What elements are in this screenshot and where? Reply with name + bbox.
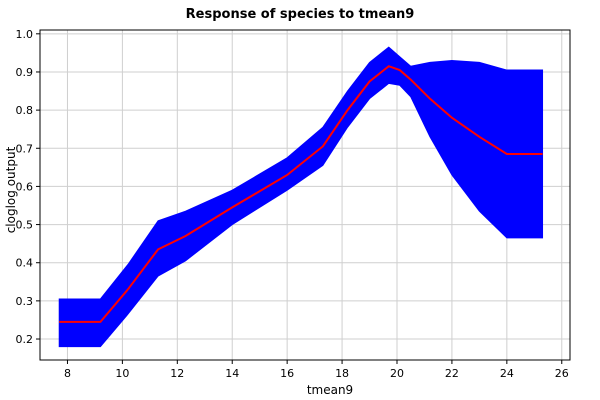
y-tick-label: 0.9 xyxy=(16,66,34,79)
x-tick-label: 26 xyxy=(555,367,569,380)
y-tick-label: 0.4 xyxy=(16,257,34,270)
x-tick-label: 14 xyxy=(225,367,239,380)
x-tick-label: 22 xyxy=(445,367,459,380)
y-tick-label: 0.6 xyxy=(16,180,34,193)
x-tick-label: 10 xyxy=(115,367,129,380)
y-tick-label: 1.0 xyxy=(16,28,34,41)
x-axis-label: tmean9 xyxy=(306,383,354,397)
x-tick-label: 20 xyxy=(390,367,404,380)
x-tick-label: 16 xyxy=(280,367,294,380)
y-tick-label: 0.5 xyxy=(16,219,34,232)
x-tick-label: 12 xyxy=(170,367,184,380)
y-tick-label: 0.2 xyxy=(16,333,34,346)
plot-frame xyxy=(39,29,571,361)
x-tick-label: 24 xyxy=(500,367,514,380)
x-tick-label: 8 xyxy=(64,367,71,380)
x-tick-label: 18 xyxy=(335,367,349,380)
y-axis-label: cloglog output xyxy=(4,146,18,234)
y-tick-label: 0.3 xyxy=(16,295,34,308)
mean-response-line xyxy=(59,65,543,323)
y-tick-label: 0.7 xyxy=(16,142,34,155)
y-tick-label: 0.8 xyxy=(16,104,34,117)
chart-title: Response of species to tmean9 xyxy=(185,7,415,22)
confidence-band xyxy=(58,46,544,348)
